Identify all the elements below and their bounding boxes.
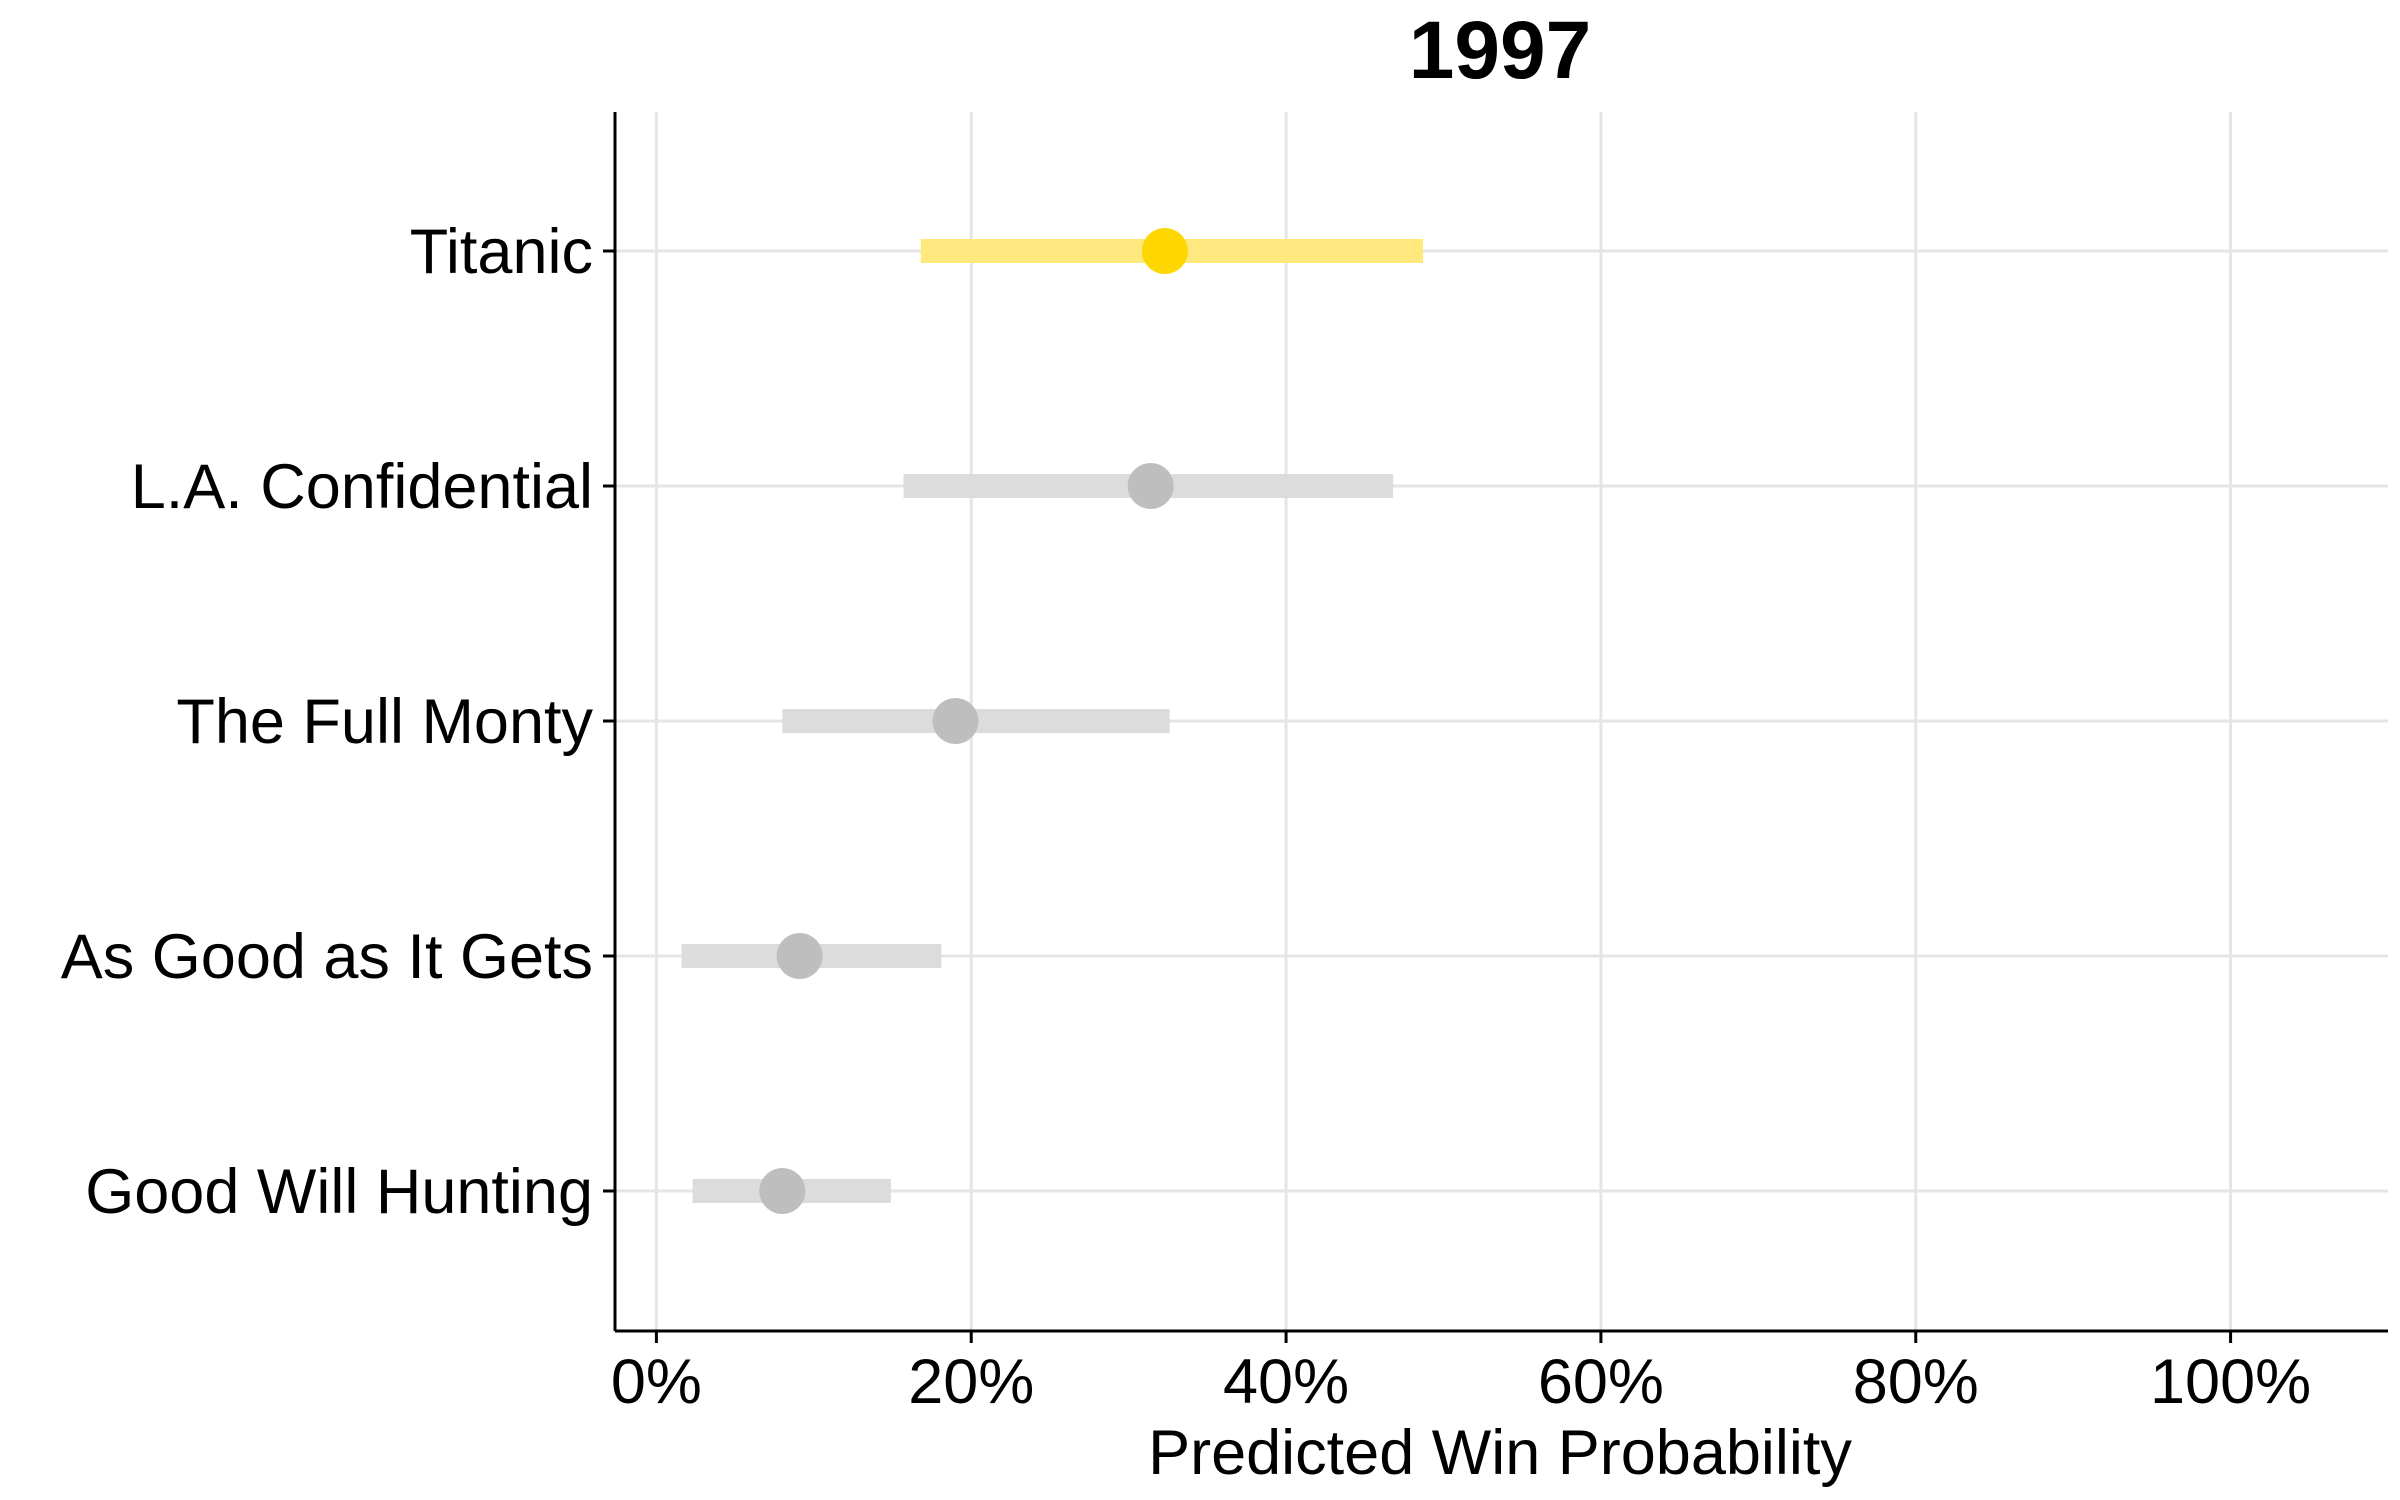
x-tick-label: 80% — [1853, 1347, 1979, 1417]
category-label: Titanic — [410, 217, 593, 287]
x-tick-label: 100% — [2150, 1347, 2311, 1417]
axes: 0% 20% 40% 60% 80% 100% Titanic L.A. Confidenti… — [61, 112, 2388, 1417]
estimate-point — [776, 933, 823, 979]
category-label: The Full Monty — [176, 687, 593, 757]
category-label: As Good as It Gets — [61, 922, 593, 992]
estimate-point — [1127, 463, 1174, 509]
estimate-point — [932, 698, 979, 744]
x-tick-label: 60% — [1538, 1347, 1664, 1417]
grid — [615, 112, 2388, 1331]
chart-title: 1997 — [1409, 5, 1591, 96]
estimate-point — [1141, 228, 1188, 274]
x-tick-label: 20% — [908, 1347, 1034, 1417]
x-tick-label: 0% — [611, 1347, 702, 1417]
category-label: Good Will Hunting — [85, 1157, 593, 1227]
category-label: L.A. Confidential — [131, 452, 593, 522]
x-tick-label: 40% — [1223, 1347, 1349, 1417]
x-axis-label: Predicted Win Probability — [1148, 1418, 1852, 1488]
data-marks — [681, 228, 1424, 1214]
estimate-point — [759, 1168, 806, 1214]
